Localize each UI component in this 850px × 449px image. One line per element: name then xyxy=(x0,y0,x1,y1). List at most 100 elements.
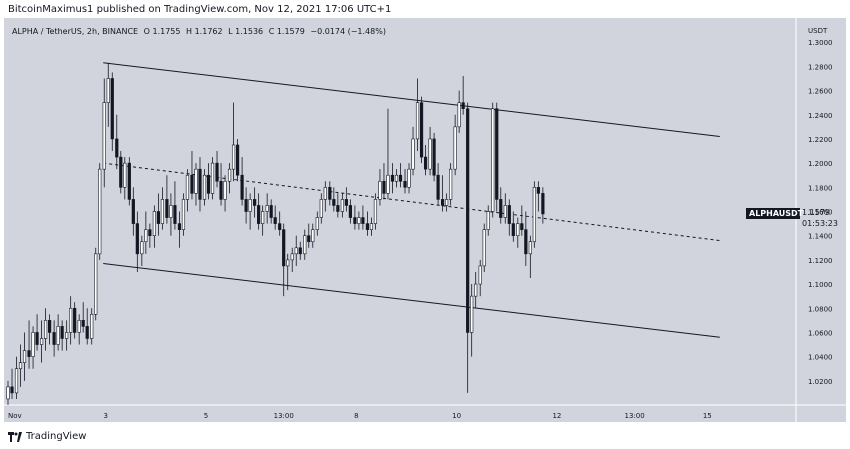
candle-body xyxy=(73,307,77,333)
candle-body xyxy=(106,78,110,103)
candle-body xyxy=(478,265,482,285)
candle-70 xyxy=(298,241,302,260)
footer-brand[interactable]: TradingView xyxy=(8,431,86,442)
candle-body xyxy=(27,350,31,357)
candle-body xyxy=(290,253,294,261)
candle-body xyxy=(507,205,511,224)
candle-46 xyxy=(198,157,202,212)
currency-label: USDT xyxy=(808,27,828,35)
candle-body xyxy=(298,247,302,255)
channel-upper-line xyxy=(103,62,720,138)
candle-body xyxy=(35,332,39,345)
time-tick-label-6: 12 xyxy=(552,412,561,420)
candle-29 xyxy=(127,157,131,206)
candle-body xyxy=(219,180,223,200)
candle-40 xyxy=(173,181,177,230)
candle-63 xyxy=(269,199,273,224)
candle-body xyxy=(43,320,48,339)
price-tick-label-4: 1.1000 xyxy=(808,281,833,289)
candle-119 xyxy=(503,193,507,224)
candle-body xyxy=(39,338,44,345)
candle-body xyxy=(432,138,436,176)
candle-123 xyxy=(520,205,524,236)
candle-127 xyxy=(536,181,540,212)
candle-body xyxy=(14,368,19,394)
candle-102 xyxy=(432,132,436,182)
candle-52 xyxy=(223,175,227,212)
candle-body xyxy=(495,108,499,200)
candle-10 xyxy=(48,314,52,345)
price-tick-label-10: 1.2200 xyxy=(808,136,833,144)
candle-2 xyxy=(14,356,19,399)
candle-body xyxy=(119,156,123,188)
candle-19 xyxy=(85,308,89,345)
candle-body xyxy=(185,174,190,200)
candle-body xyxy=(173,205,177,224)
candle-68 xyxy=(290,247,294,272)
candle-body xyxy=(336,205,340,212)
candle-90 xyxy=(382,163,386,200)
candle-body xyxy=(56,326,60,345)
candle-body xyxy=(115,138,119,158)
candle-body xyxy=(353,217,357,224)
candle-body xyxy=(536,187,540,194)
candle-body xyxy=(278,223,282,230)
candle-88 xyxy=(373,193,378,230)
candle-12 xyxy=(56,314,60,351)
footer-brand-text: TradingView xyxy=(26,431,87,442)
tradingview-logo-icon xyxy=(8,431,22,442)
candle-body xyxy=(6,386,10,400)
candle-78 xyxy=(332,187,336,212)
time-tick-label-5: 10 xyxy=(452,412,461,420)
candle-82 xyxy=(348,199,352,224)
candle-25 xyxy=(110,72,114,152)
candle-body xyxy=(257,205,261,224)
candle-44 xyxy=(190,151,194,200)
candle-body xyxy=(127,162,131,200)
candle-62 xyxy=(265,193,269,224)
candle-body xyxy=(457,102,461,128)
candle-109 xyxy=(461,76,465,115)
candle-91 xyxy=(386,108,390,200)
candle-93 xyxy=(394,169,399,188)
candle-body xyxy=(407,168,411,188)
candle-body xyxy=(202,174,207,200)
candle-42 xyxy=(181,193,186,236)
candle-116 xyxy=(491,102,495,218)
candle-body xyxy=(210,162,215,194)
candle-57 xyxy=(244,187,248,224)
candle-body xyxy=(198,168,202,200)
candle-23 xyxy=(102,78,106,188)
candle-body xyxy=(69,307,73,333)
candle-9 xyxy=(43,308,48,351)
candle-body xyxy=(423,156,428,170)
candle-105 xyxy=(445,193,449,212)
candle-body xyxy=(436,174,440,200)
candle-107 xyxy=(453,114,457,176)
candle-body xyxy=(361,217,365,224)
candle-body xyxy=(415,102,420,140)
candle-body xyxy=(411,138,415,170)
candle-body xyxy=(248,199,252,212)
candle-body xyxy=(148,229,152,236)
candle-body xyxy=(253,199,257,206)
candle-115 xyxy=(486,205,490,236)
candle-122 xyxy=(516,217,520,248)
candle-body xyxy=(85,326,89,339)
candle-body xyxy=(491,108,495,212)
candle-body xyxy=(541,193,545,215)
plot-background xyxy=(4,18,796,405)
candle-body xyxy=(160,199,164,224)
candle-71 xyxy=(303,229,307,260)
candle-17 xyxy=(77,314,81,345)
candle-body xyxy=(98,168,102,255)
candle-50 xyxy=(215,151,219,188)
candle-72 xyxy=(307,223,311,248)
candle-body xyxy=(65,332,69,339)
candle-body xyxy=(215,162,219,182)
price-tick-label-1: 1.0400 xyxy=(808,354,833,362)
candle-38 xyxy=(165,175,169,224)
candle-body xyxy=(332,199,336,206)
candle-41 xyxy=(177,211,182,248)
